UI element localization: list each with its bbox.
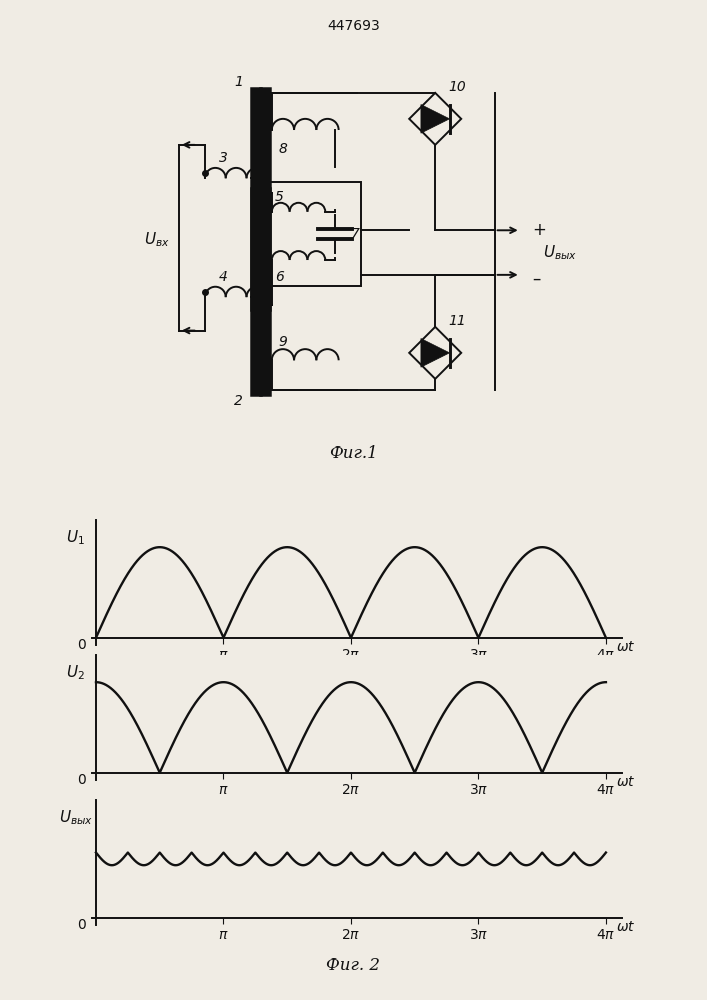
- Text: –: –: [532, 270, 540, 288]
- Text: 4: 4: [219, 270, 228, 284]
- Text: $U_1$: $U_1$: [66, 528, 85, 547]
- Text: 1: 1: [234, 75, 243, 89]
- Text: 447693: 447693: [327, 19, 380, 33]
- Text: $U_{вх}$: $U_{вх}$: [144, 230, 170, 249]
- Text: 10: 10: [449, 80, 467, 94]
- Text: 11: 11: [449, 314, 467, 328]
- Text: 9: 9: [279, 335, 287, 349]
- Text: $\omega t$: $\omega t$: [617, 920, 636, 934]
- Text: $\omega t$: $\omega t$: [617, 640, 636, 654]
- Text: 5: 5: [275, 190, 284, 204]
- Text: $U_{вых}$: $U_{вых}$: [59, 808, 93, 827]
- Text: 2: 2: [234, 394, 243, 408]
- Text: 6: 6: [275, 270, 284, 284]
- Text: 0: 0: [77, 918, 86, 932]
- Text: 8: 8: [279, 142, 287, 156]
- Text: $U_{вых}$: $U_{вых}$: [543, 243, 577, 262]
- Text: 3: 3: [219, 151, 228, 165]
- Text: $U_2$: $U_2$: [66, 663, 85, 682]
- Polygon shape: [421, 339, 450, 367]
- Text: $\omega t$: $\omega t$: [617, 775, 636, 789]
- Polygon shape: [421, 105, 450, 133]
- Text: +: +: [532, 221, 546, 239]
- Text: 0: 0: [77, 773, 86, 787]
- Text: 7: 7: [351, 227, 360, 241]
- Text: 0: 0: [77, 638, 86, 652]
- Bar: [267, 182, 361, 286]
- Text: Фиг.1: Фиг.1: [329, 445, 378, 462]
- Text: Фиг. 2: Фиг. 2: [327, 956, 380, 974]
